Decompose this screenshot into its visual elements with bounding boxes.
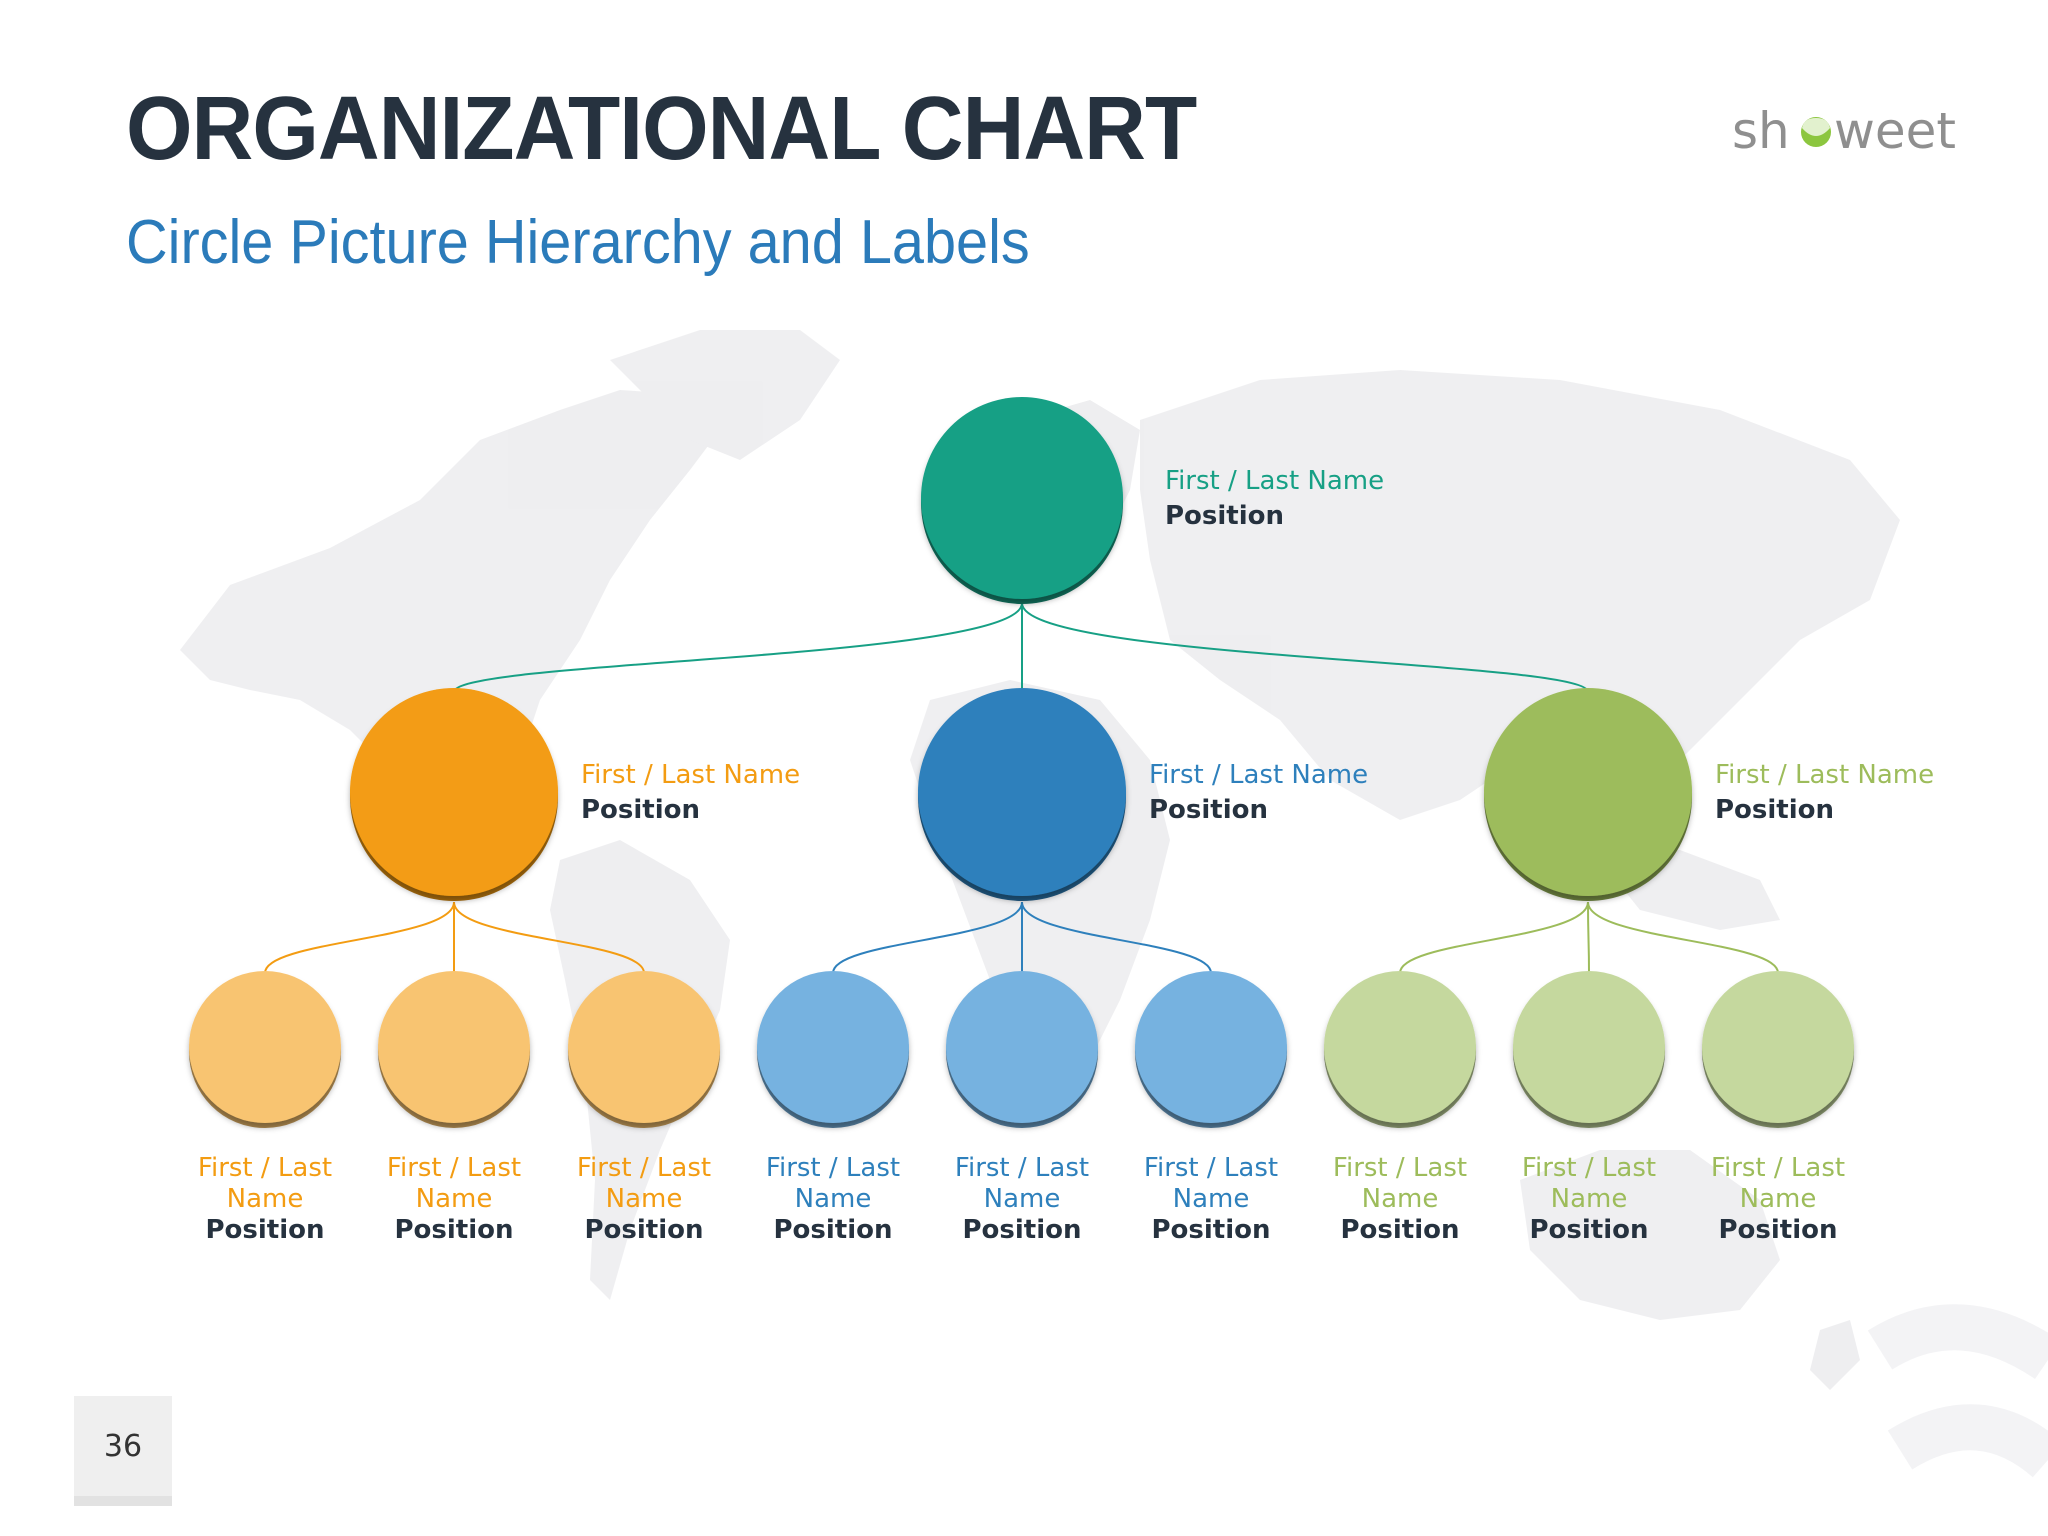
svg-text:weet: weet <box>1834 102 1956 160</box>
staff-name-label-5: First / Last Name <box>1144 1153 1278 1214</box>
staff-position-label-3: Position <box>773 1215 892 1245</box>
staff-name-label-6: First / Last Name <box>1333 1153 1467 1214</box>
staff-position-label-5: Position <box>1151 1215 1270 1245</box>
staff-circle-0 <box>189 971 341 1128</box>
staff-name-label-2: First / Last Name <box>577 1153 711 1214</box>
staff-position-label-4: Position <box>962 1215 1081 1245</box>
staff-circle-4 <box>946 971 1098 1128</box>
connectors <box>264 602 1779 974</box>
manager-position-label-0: Position <box>581 795 700 825</box>
labels: First / Last Name Position First / Last Na… <box>198 466 1934 1245</box>
manager-name-label-0: First / Last Name <box>581 760 800 790</box>
map-asia <box>1140 370 1900 820</box>
watermark-swirl <box>1867 1304 2048 1478</box>
connector-manager-staff-3 <box>832 901 1023 974</box>
manager-name-label-1: First / Last Name <box>1149 760 1368 790</box>
staff-name-label-0: First / Last Name <box>198 1153 332 1214</box>
staff-position-label-6: Position <box>1340 1215 1459 1245</box>
connector-root-manager-2 <box>1021 602 1589 693</box>
root-name-label: First / Last Name <box>1165 466 1384 496</box>
staff-position-label-7: Position <box>1529 1215 1648 1245</box>
staff-position-label-1: Position <box>394 1215 513 1245</box>
root-circle <box>921 397 1123 604</box>
staff-name-label-8: First / Last Name <box>1711 1153 1845 1214</box>
map-new-zealand <box>1810 1320 1860 1390</box>
map-australia <box>1520 1150 1780 1320</box>
staff-circle-3 <box>757 971 909 1128</box>
staff-circle-1 <box>378 971 530 1128</box>
manager-circle-2 <box>1484 688 1692 901</box>
manager-name-label-2: First / Last Name <box>1715 760 1934 790</box>
root-position-label: Position <box>1165 501 1284 531</box>
page-number: 36 <box>74 1396 172 1506</box>
staff-name-label-1: First / Last Name <box>387 1153 521 1214</box>
connector-manager-staff-6 <box>1399 901 1589 974</box>
staff-position-label-2: Position <box>584 1215 703 1245</box>
staff-circle-5 <box>1135 971 1287 1128</box>
staff-position-label-8: Position <box>1718 1215 1837 1245</box>
manager-position-label-2: Position <box>1715 795 1834 825</box>
connector-manager-staff-2 <box>453 901 645 974</box>
connector-manager-staff-0 <box>264 901 455 974</box>
connector-manager-staff-7 <box>1587 901 1590 974</box>
logo-leaf-icon <box>1801 117 1831 147</box>
nodes <box>189 397 1854 1128</box>
manager-circle-0 <box>350 688 558 901</box>
svg-text:sh: sh <box>1732 102 1790 160</box>
page-number-text: 36 <box>103 1428 143 1464</box>
staff-circle-7 <box>1513 971 1665 1128</box>
page-title: ORGANIZATIONAL CHART <box>126 79 1197 179</box>
staff-circle-8 <box>1702 971 1854 1128</box>
staff-name-label-4: First / Last Name <box>955 1153 1089 1214</box>
staff-circle-2 <box>568 971 720 1128</box>
connector-manager-staff-5 <box>1021 901 1212 974</box>
staff-name-label-3: First / Last Name <box>766 1153 900 1214</box>
showeet-logo: sh weet <box>1732 102 1956 160</box>
staff-circle-6 <box>1324 971 1476 1128</box>
connector-manager-staff-8 <box>1587 901 1779 974</box>
page-subtitle: Circle Picture Hierarchy and Labels <box>126 208 1030 277</box>
manager-circle-1 <box>918 688 1126 901</box>
staff-name-label-7: First / Last Name <box>1522 1153 1656 1214</box>
manager-position-label-1: Position <box>1149 795 1268 825</box>
map-north-america <box>180 390 720 800</box>
map-greenland <box>610 330 840 460</box>
connector-root-manager-0 <box>453 602 1023 693</box>
staff-position-label-0: Position <box>205 1215 324 1245</box>
